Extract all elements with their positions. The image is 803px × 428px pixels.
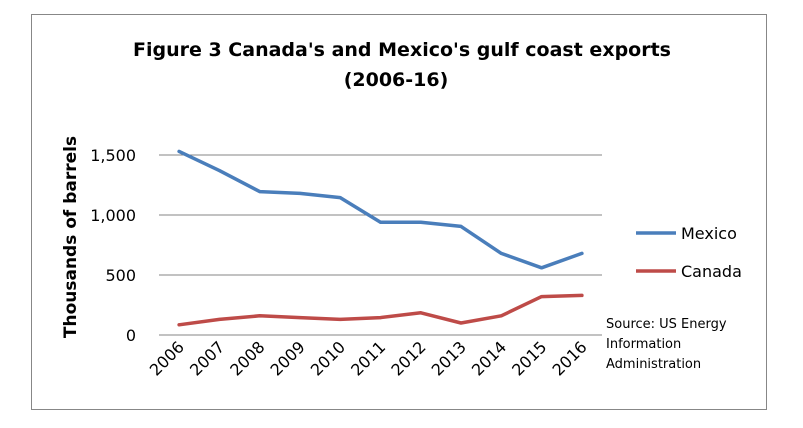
data-point-canada [379,316,382,320]
data-point-canada [540,295,544,299]
data-point-mexico [580,251,584,255]
y-tick-label: 1,500 [90,146,136,165]
x-tick-label: 2006 [146,337,188,379]
data-point-mexico [217,169,221,173]
data-point-canada [338,317,342,321]
x-tick-label: 2008 [226,337,268,379]
y-axis-label: Thousands of barrels [61,136,81,338]
x-tick-label: 2014 [468,337,510,379]
data-point-canada [419,311,423,315]
data-point-canada [580,293,584,297]
x-tick-label: 2015 [508,337,550,379]
legend-label-canada: Canada [681,262,742,281]
source-note: Source: US Energy Information Administrati… [606,317,727,372]
x-tick-label: 2010 [307,337,349,379]
chart-title-line1: Figure 3 Canada's and Mexico's gulf coas… [133,39,671,61]
legend: Mexico Canada [636,224,742,281]
data-point-canada [298,316,302,320]
data-point-canada [499,314,503,318]
source-line: Source: US Energy [606,317,727,332]
source-line: Administration [606,357,701,372]
data-point-mexico [298,191,302,195]
x-tick-label: 2013 [428,337,470,379]
data-point-mexico [459,224,463,228]
y-tick-labels: 0 500 1,000 1,500 [90,146,136,345]
x-tick-labels: 2006200720082009201020112012201320142015… [146,337,591,379]
data-point-canada [217,317,221,321]
data-point-mexico [177,149,181,153]
data-point-mexico [338,196,342,200]
data-point-mexico [419,220,423,224]
x-tick-label: 2007 [186,337,228,379]
x-tick-label: 2011 [347,337,389,379]
x-tick-label: 2012 [387,337,429,379]
x-tick-label: 2016 [548,337,590,379]
series-line-canada [177,293,584,327]
chart-frame [31,14,767,410]
data-point-canada [258,314,262,318]
data-point-canada [177,323,181,327]
data-point-canada [459,321,463,325]
series-lines [177,149,584,327]
chart-title-line2: (2006-16) [344,69,449,91]
data-point-mexico [499,251,503,255]
data-point-mexico [379,220,382,224]
series-line-mexico [177,149,584,270]
y-tick-label: 1,000 [90,206,136,225]
data-point-mexico [540,266,544,270]
y-tick-label: 500 [105,266,136,285]
gridlines [159,154,602,276]
legend-label-mexico: Mexico [681,224,737,243]
data-point-mexico [258,190,262,194]
x-tick-label: 2009 [267,337,309,379]
y-tick-label: 0 [126,326,136,345]
source-line: Information [606,337,681,352]
